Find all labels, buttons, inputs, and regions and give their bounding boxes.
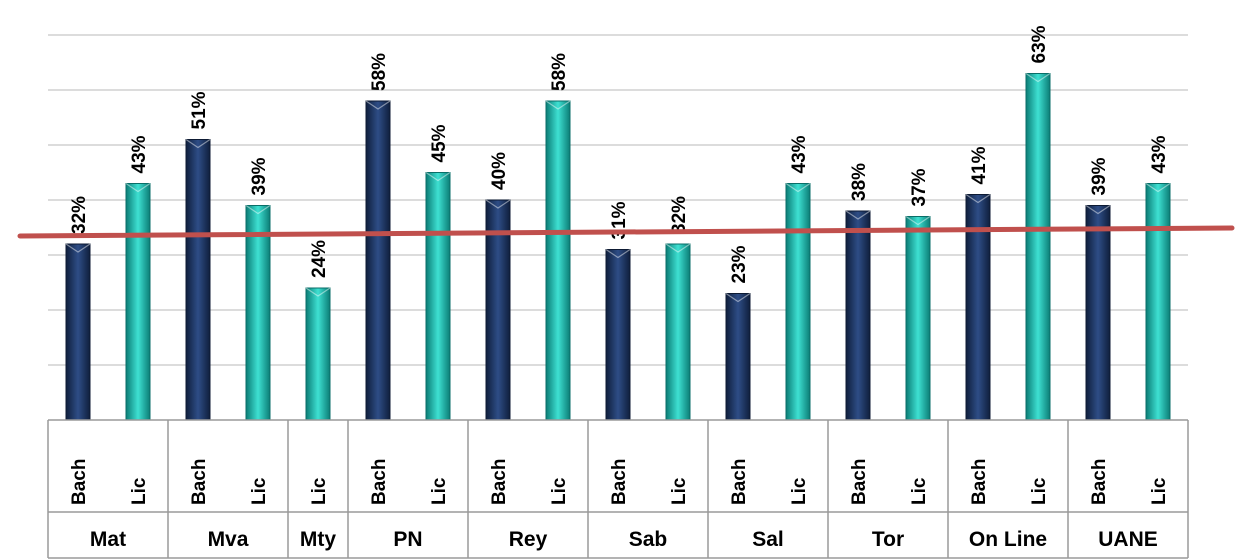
data-label: 37% xyxy=(909,168,930,206)
data-label: 23% xyxy=(729,245,750,283)
bar-bevel xyxy=(125,183,151,193)
reference-line xyxy=(17,225,1235,239)
series-tick-label: Bach xyxy=(489,459,510,505)
series-tick-label: Lic xyxy=(789,477,810,505)
bars xyxy=(65,73,1171,421)
category-axis: Mat Bach Lic Mva Bach Lic Mty Lic PN Bach Lic Rey Ba… xyxy=(47,419,1189,559)
data-label: 39% xyxy=(1089,157,1110,195)
group-label: On Line xyxy=(969,528,1047,551)
bar-bevel xyxy=(245,205,271,215)
bar xyxy=(245,205,271,421)
bar-bevel xyxy=(665,243,691,253)
bar xyxy=(725,293,751,421)
data-label: 51% xyxy=(189,91,210,129)
bar-bevel xyxy=(605,249,631,259)
series-tick-label: Lic xyxy=(249,477,270,505)
series-tick-label: Lic xyxy=(1029,477,1050,505)
series-tick-label: Bach xyxy=(849,459,870,505)
bar xyxy=(305,287,331,421)
bar xyxy=(185,139,211,421)
series-tick-label: Lic xyxy=(309,477,330,505)
series-tick-label: Lic xyxy=(1149,477,1170,505)
bar xyxy=(65,243,91,421)
group-label: Tor xyxy=(872,528,904,551)
bar-bevel xyxy=(185,139,211,149)
bar xyxy=(665,243,691,421)
bar-bevel xyxy=(305,287,331,297)
group-label: PN xyxy=(393,528,422,551)
bar-bevel xyxy=(785,183,811,193)
series-tick-label: Bach xyxy=(729,459,750,505)
bar-bevel xyxy=(905,216,931,226)
data-label: 38% xyxy=(849,163,870,201)
data-label: 40% xyxy=(489,152,510,190)
series-tick-label: Bach xyxy=(189,459,210,505)
series-tick-label: Lic xyxy=(129,477,150,505)
data-label: 32% xyxy=(69,196,90,234)
group-label: Sal xyxy=(752,528,784,551)
bar-bevel xyxy=(365,100,391,110)
data-labels: 32%43%51%39%24%58%45%40%58%31% 32%23%43%3… xyxy=(69,25,1170,283)
group-label: Mat xyxy=(90,528,126,551)
series-tick-label: Bach xyxy=(969,459,990,505)
bar xyxy=(1025,73,1051,421)
data-label: 41% xyxy=(969,146,990,184)
group-label: Mva xyxy=(208,528,249,551)
bar xyxy=(785,183,811,421)
bar-bevel xyxy=(725,293,751,303)
bar-bevel xyxy=(425,172,451,182)
data-label: 58% xyxy=(369,53,390,91)
group-label: UANE xyxy=(1098,528,1158,551)
bar-bevel xyxy=(65,243,91,253)
bar-bevel xyxy=(485,199,511,209)
bar xyxy=(1085,205,1111,421)
bar xyxy=(425,172,451,421)
data-label: 24% xyxy=(309,240,330,278)
series-tick-label: Bach xyxy=(69,459,90,505)
series-tick-label: Bach xyxy=(609,459,630,505)
data-label: 43% xyxy=(1149,135,1170,173)
series-tick-label: Lic xyxy=(909,477,930,505)
bar-bevel xyxy=(1145,183,1171,193)
series-tick-label: Lic xyxy=(669,477,690,505)
series-tick-label: Lic xyxy=(549,477,570,505)
bar-bevel xyxy=(1025,73,1051,83)
group-label: Sab xyxy=(629,528,668,551)
group-label: Rey xyxy=(509,528,548,551)
bar-bevel xyxy=(845,210,871,220)
bar xyxy=(905,216,931,421)
group-label: Mty xyxy=(300,528,336,551)
data-label: 43% xyxy=(129,135,150,173)
bar xyxy=(545,100,571,421)
data-label: 58% xyxy=(549,53,570,91)
bar xyxy=(1145,183,1171,421)
series-tick-label: Bach xyxy=(1089,459,1110,505)
data-label: 63% xyxy=(1029,25,1050,63)
bar-bevel xyxy=(545,100,571,110)
data-label: 45% xyxy=(429,124,450,162)
reference-line-mark xyxy=(17,225,1235,239)
series-tick-label: Bach xyxy=(369,459,390,505)
data-label: 32% xyxy=(669,196,690,234)
bar-bevel xyxy=(1085,205,1111,215)
data-label: 43% xyxy=(789,135,810,173)
bar-bevel xyxy=(965,194,991,204)
data-label: 39% xyxy=(249,157,270,195)
bar xyxy=(365,100,391,421)
bar xyxy=(125,183,151,421)
series-tick-label: Lic xyxy=(429,477,450,505)
bar xyxy=(605,249,631,421)
bar xyxy=(845,210,871,421)
